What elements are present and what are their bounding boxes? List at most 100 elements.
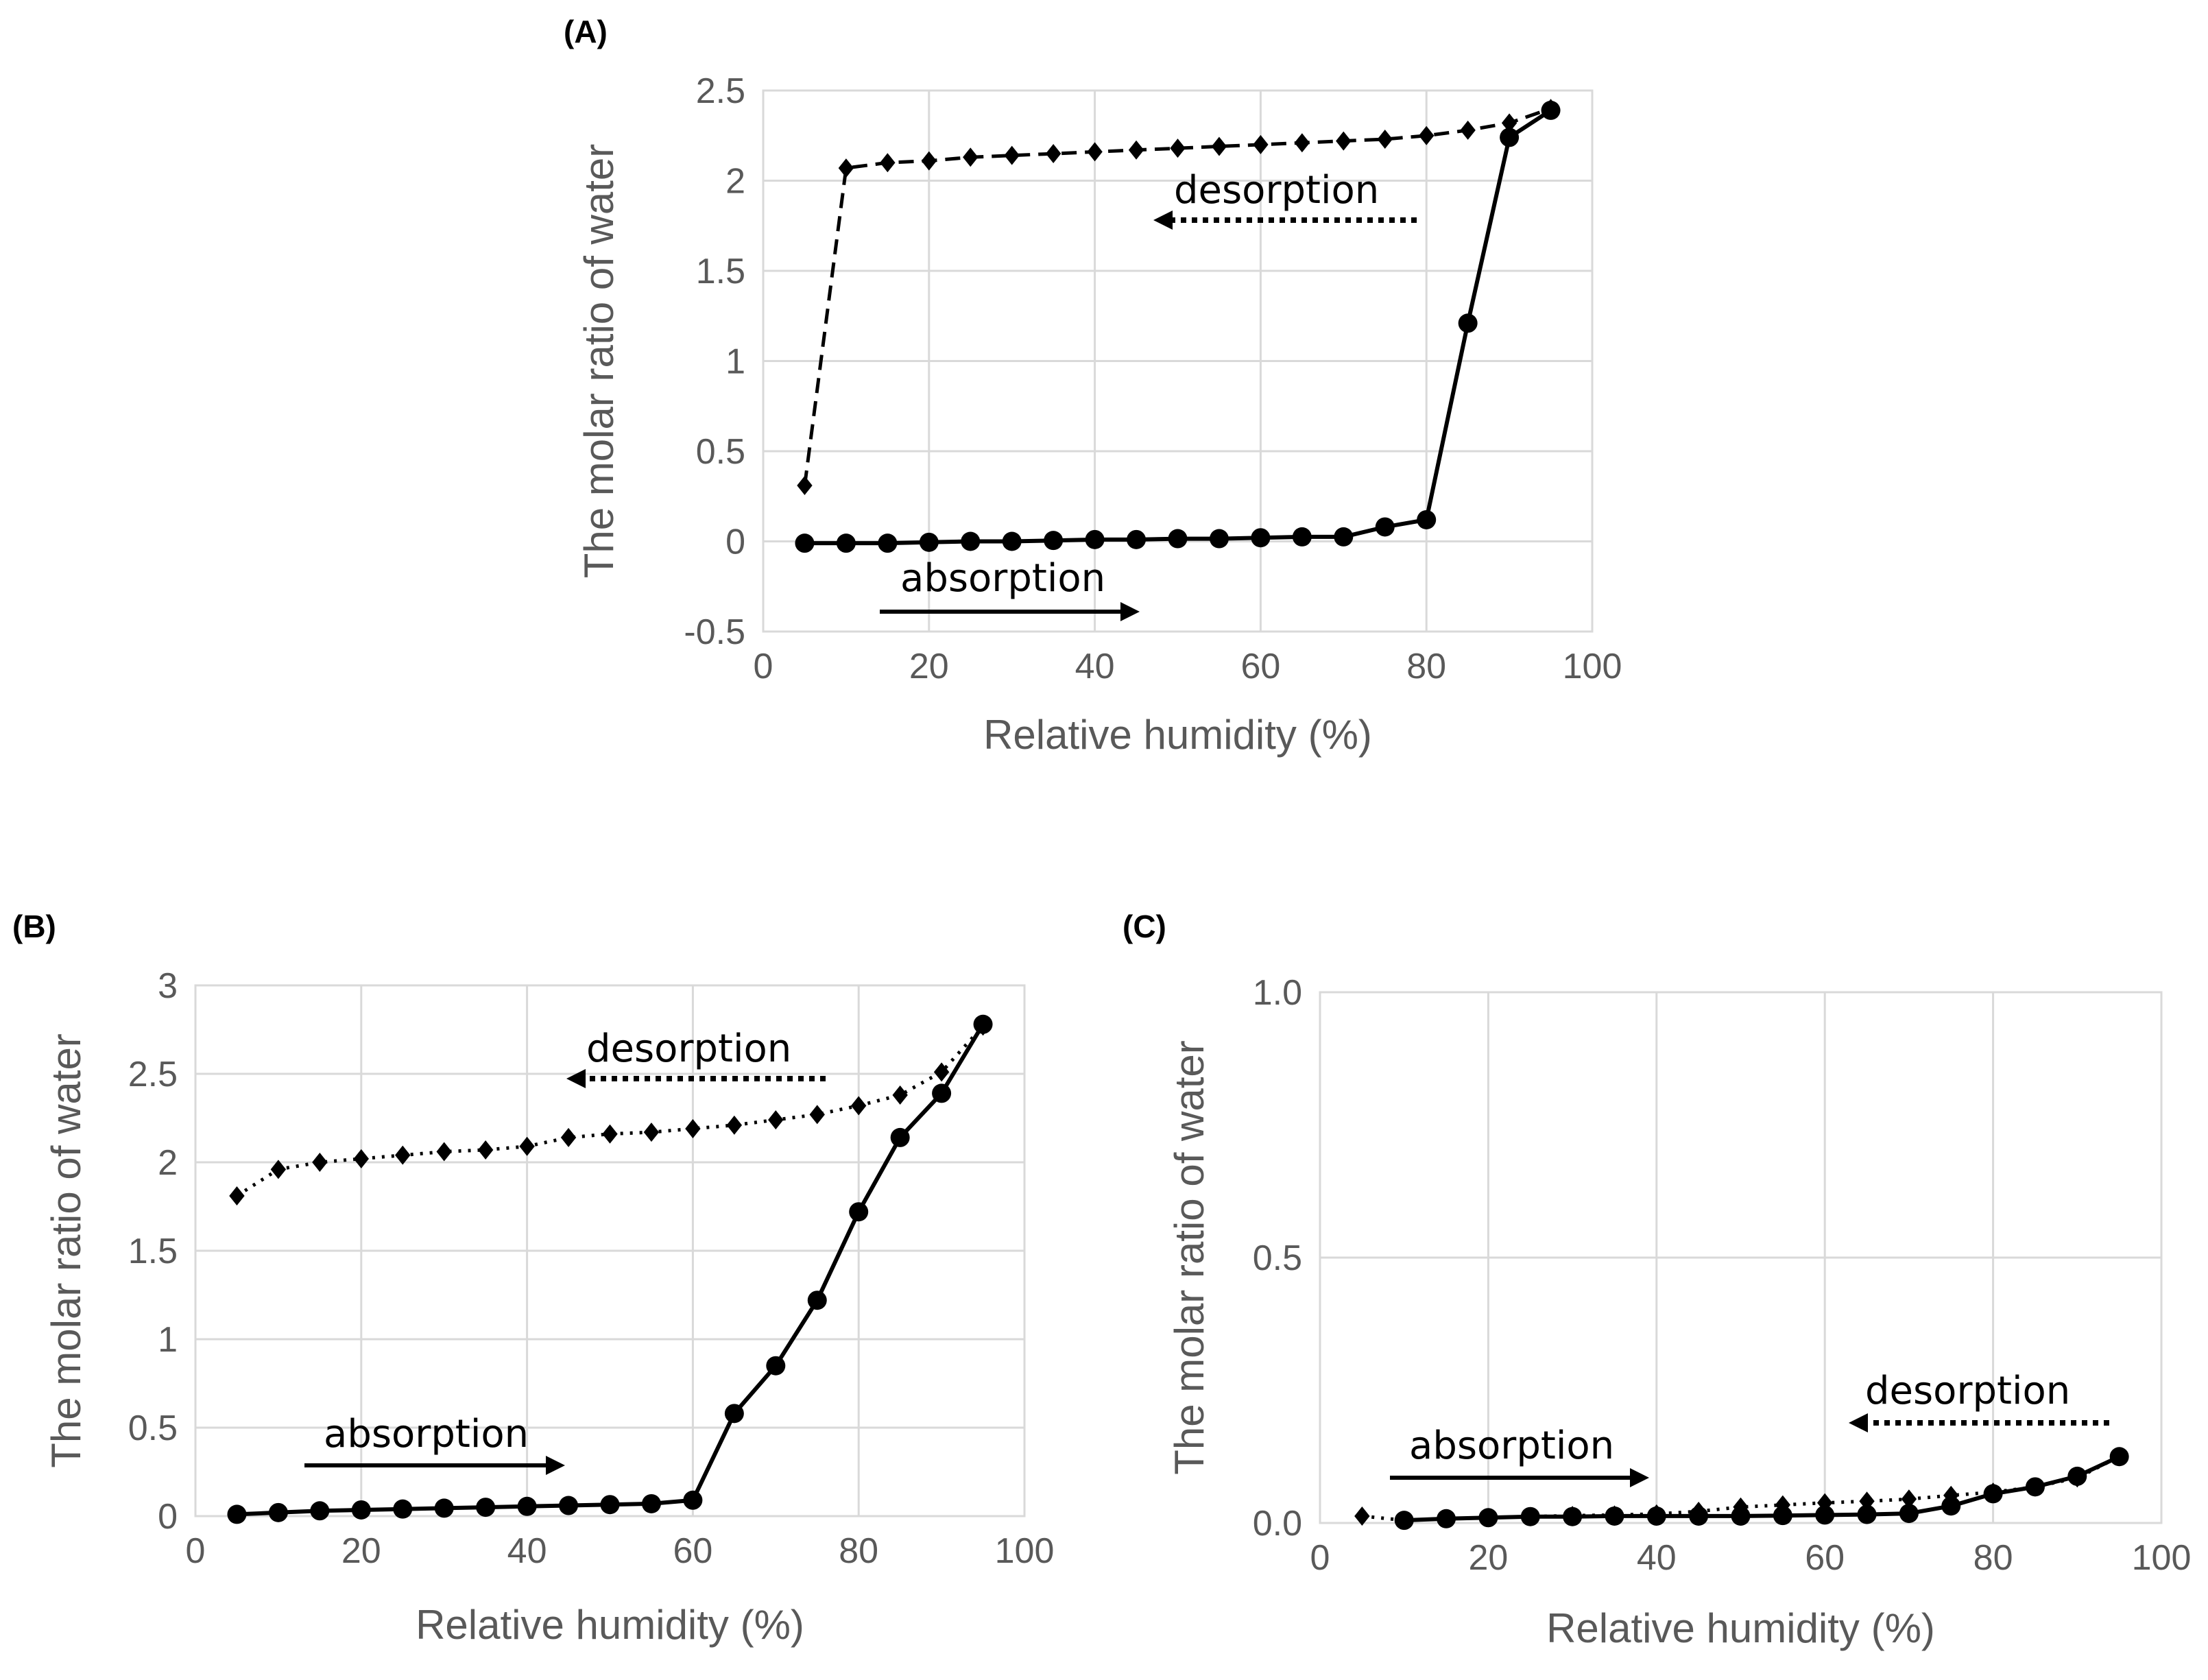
desorption-arrow-head — [1153, 211, 1173, 230]
desorption-point — [1294, 133, 1310, 153]
absorption-point — [476, 1498, 496, 1517]
plot-frame — [762, 89, 1594, 633]
absorption-point — [1773, 1506, 1792, 1526]
desorption-point — [519, 1136, 535, 1156]
desorption-point — [809, 1105, 825, 1125]
absorption-point — [1500, 128, 1520, 147]
absorption-point — [724, 1404, 744, 1424]
absorption-point — [836, 533, 856, 553]
desorption-point — [1377, 130, 1393, 149]
desorption-point — [1564, 1506, 1581, 1526]
x-tick-label: 80 — [1973, 1538, 2013, 1578]
absorption-point — [1044, 531, 1064, 551]
x-tick-label: 40 — [1075, 647, 1115, 686]
y-tick-label: 0.5 — [1253, 1238, 1302, 1278]
desorption-point — [851, 1096, 867, 1116]
desorption-point — [1087, 142, 1103, 162]
absorption-point — [600, 1495, 620, 1515]
desorption-point — [353, 1149, 369, 1168]
panel-label: (A) — [564, 14, 608, 49]
y-axis-title: The molar ratio of water — [1166, 1040, 1212, 1475]
desorption-point — [1648, 1504, 1664, 1524]
desorption-point — [1607, 1505, 1622, 1525]
x-tick-label: 100 — [995, 1531, 1055, 1571]
chart-panel-3: (C) 0 20 40 60 80 100 0.0 0.5 1.0 Relative humidit… — [1123, 909, 2191, 1651]
absorption-point — [1375, 517, 1395, 537]
y-tick-label: 3 — [158, 966, 178, 1006]
desorption-point — [726, 1115, 743, 1135]
desorption-point — [1004, 145, 1020, 165]
absorption-point — [683, 1490, 703, 1510]
x-tick-label: 60 — [1240, 647, 1280, 686]
absorption-point — [890, 1127, 910, 1147]
absorption-point — [227, 1504, 247, 1524]
desorption-point — [1419, 125, 1435, 145]
absorption-label: absorption — [900, 556, 1105, 601]
y-tick-label: 1.5 — [696, 252, 745, 291]
y-axis-title: The molar ratio of water — [576, 144, 622, 579]
desorption-point — [1128, 140, 1144, 160]
desorption-point — [2069, 1468, 2085, 1488]
y-tick-label: 2 — [158, 1143, 178, 1183]
absorption-point — [559, 1496, 579, 1515]
absorption-point — [1417, 509, 1437, 529]
panel-label: (B) — [12, 909, 56, 944]
x-tick-label: 0 — [1310, 1538, 1330, 1578]
absorption-point — [961, 531, 981, 551]
x-tick-label: 60 — [1805, 1538, 1845, 1578]
desorption-point — [2027, 1477, 2043, 1497]
absorption-point — [807, 1291, 827, 1310]
absorption-point — [351, 1500, 371, 1520]
desorption-point — [1211, 136, 1227, 156]
desorption-point — [1170, 139, 1186, 158]
desorption-point — [1480, 1508, 1496, 1528]
desorption-point — [643, 1123, 660, 1142]
desorption-point — [1438, 1509, 1454, 1528]
x-tick-label: 80 — [1406, 647, 1446, 686]
desorption-point — [436, 1142, 452, 1162]
y-tick-label: 0.5 — [128, 1408, 178, 1448]
y-axis-title: The molar ratio of water — [43, 1033, 89, 1468]
desorption-label: desorption — [1865, 1369, 2070, 1413]
y-tick-label: 2 — [725, 162, 745, 202]
absorption-point — [1458, 313, 1478, 333]
absorption-point — [919, 532, 939, 552]
x-tick-label: 100 — [1563, 647, 1622, 686]
desorption-point — [395, 1145, 411, 1165]
x-tick-label: 80 — [839, 1531, 878, 1571]
y-tick-label: 1.5 — [128, 1232, 178, 1271]
absorption-point — [517, 1496, 537, 1516]
desorption-series-line — [803, 106, 1552, 486]
desorption-arrow-head — [1849, 1413, 1868, 1432]
x-tick-label: 0 — [754, 647, 773, 686]
x-tick-label: 100 — [2132, 1538, 2192, 1578]
absorption-label: absorption — [324, 1412, 529, 1456]
y-tick-label: 1 — [725, 342, 745, 382]
absorption-arrow-head — [1120, 602, 1140, 621]
desorption-point — [1901, 1489, 1917, 1509]
desorption-point — [477, 1140, 494, 1160]
x-tick-label: 20 — [1468, 1538, 1508, 1578]
desorption-point — [560, 1127, 577, 1147]
absorption-point — [1334, 527, 1354, 547]
desorption-point — [1396, 1511, 1412, 1531]
x-tick-label: 40 — [1637, 1538, 1677, 1578]
y-tick-label: -0.5 — [684, 612, 745, 652]
absorption-point — [1815, 1505, 1835, 1525]
desorption-point — [1733, 1497, 1749, 1517]
absorption-point — [1251, 528, 1271, 548]
absorption-point — [1292, 527, 1312, 547]
desorption-label: desorption — [1174, 168, 1379, 213]
absorption-point — [310, 1501, 330, 1521]
x-tick-label: 20 — [909, 647, 949, 686]
absorption-point — [849, 1202, 869, 1222]
x-axis-title: Relative humidity (%) — [983, 712, 1372, 758]
absorption-point — [766, 1356, 786, 1376]
desorption-arrow-head — [566, 1069, 586, 1088]
x-tick-label: 20 — [341, 1531, 381, 1571]
absorption-point — [1127, 529, 1147, 549]
absorption-point — [1899, 1504, 1919, 1524]
desorption-point — [838, 158, 854, 178]
desorption-point — [892, 1085, 908, 1105]
desorption-point — [963, 147, 979, 167]
